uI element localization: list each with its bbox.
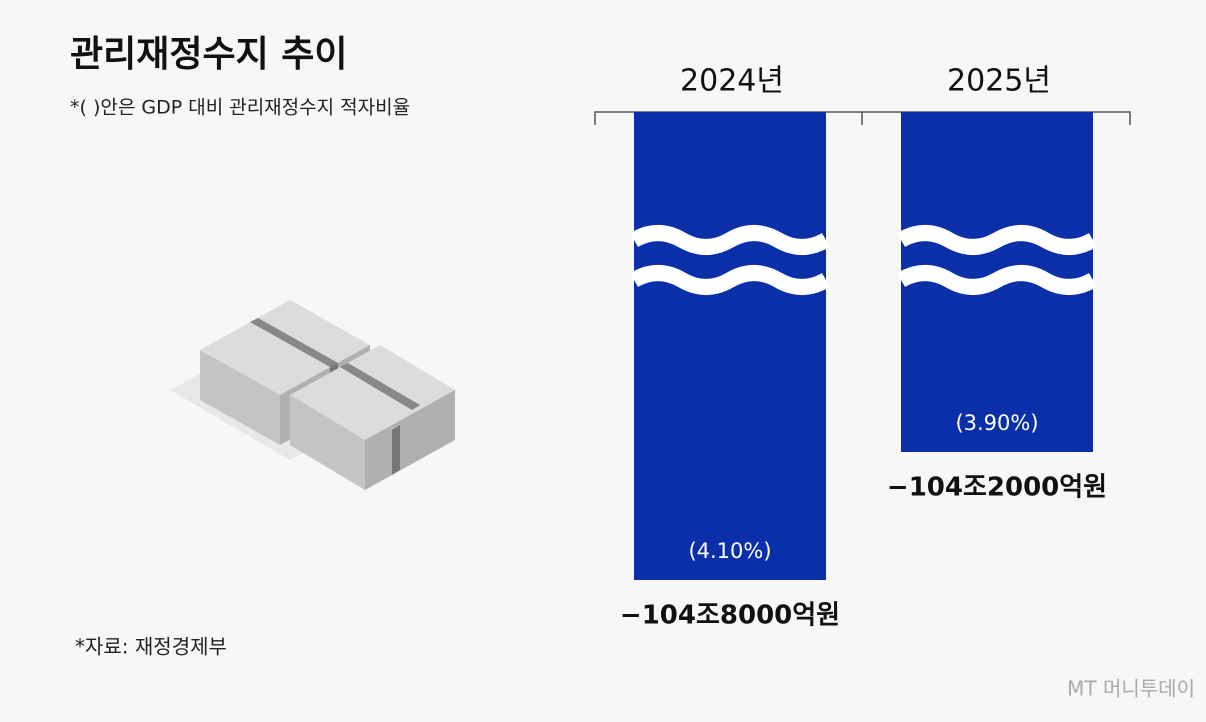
ratio-label: (3.90%) bbox=[955, 411, 1038, 435]
value-label: −104조2000억원 bbox=[887, 473, 1107, 503]
ratio-label: (4.10%) bbox=[688, 539, 771, 563]
bar bbox=[634, 112, 826, 580]
source-note: *자료: 재정경제부 bbox=[75, 635, 227, 659]
break-wave bbox=[896, 265, 1098, 295]
baseline-bracket bbox=[594, 111, 1131, 125]
money-illustration bbox=[170, 300, 455, 490]
x-tick-label: 2024년 bbox=[680, 64, 784, 99]
x-tick-label: 2025년 bbox=[947, 64, 1051, 99]
value-label: −104조8000억원 bbox=[620, 601, 840, 631]
break-wave bbox=[629, 225, 831, 255]
watermark: MT 머니투데이 bbox=[1067, 677, 1195, 701]
break-wave bbox=[896, 225, 1098, 255]
chart-subtitle: *( )안은 GDP 대비 관리재정수지 적자비율 bbox=[70, 97, 410, 119]
chart-title: 관리재정수지 추이 bbox=[70, 34, 348, 75]
break-wave bbox=[629, 265, 831, 295]
